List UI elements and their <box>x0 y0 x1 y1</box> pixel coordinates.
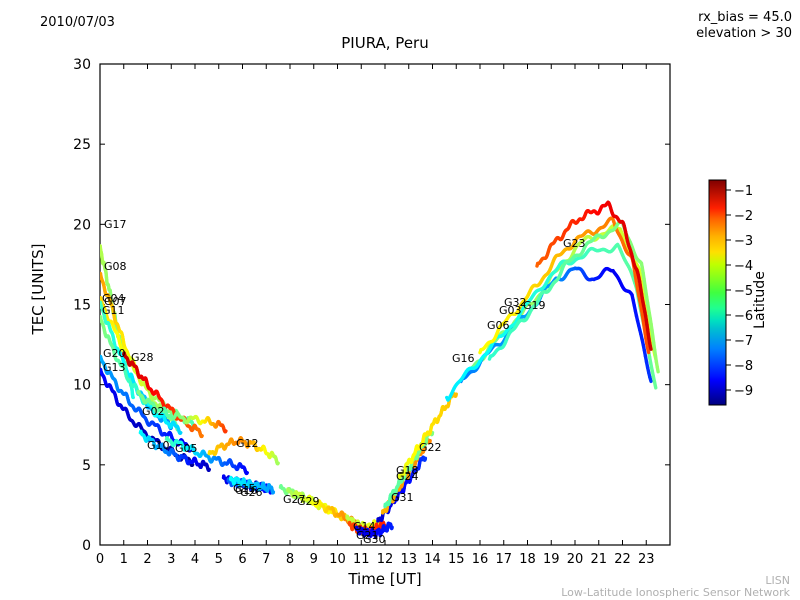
x-tick-label: 18 <box>519 552 536 567</box>
satellite-label: G32 <box>504 296 527 309</box>
satellite-label: G18 <box>396 464 419 477</box>
satellite-label: G16 <box>452 352 475 365</box>
x-tick-label: 2 <box>143 552 151 567</box>
satellite-label: G27 <box>283 493 306 506</box>
satellite-label: G02 <box>142 405 165 418</box>
satellite-label: G08 <box>104 260 127 273</box>
data-series <box>354 521 394 539</box>
x-tick-label: 16 <box>472 552 489 567</box>
satellite-label: G03 <box>499 304 522 317</box>
satellite-label: G14 <box>353 520 376 533</box>
data-series <box>487 219 660 374</box>
x-tick-label: 22 <box>614 552 631 567</box>
colorbar-tick-label: −7 <box>734 334 753 349</box>
y-tick-label: 15 <box>73 298 91 314</box>
data-series <box>136 389 228 434</box>
data-series <box>478 216 651 355</box>
satellite-label: G30 <box>363 533 386 546</box>
data-series <box>100 354 192 453</box>
satellite-label: G05 <box>175 442 198 455</box>
x-tick-label: 12 <box>377 552 394 567</box>
watermark-full-name: Low-Latitude Ionospheric Sensor Network <box>561 586 790 599</box>
satellite-label: G10 <box>147 439 170 452</box>
x-tick-label: 0 <box>96 552 104 567</box>
satellite-label: G16 <box>235 484 258 497</box>
y-tick-label: 5 <box>82 458 91 474</box>
colorbar-tick-label: −6 <box>734 309 753 324</box>
satellite-label: G23 <box>563 237 586 250</box>
x-axis-label: Time [UT] <box>348 570 422 588</box>
data-series <box>122 351 204 439</box>
satellite-label: G13 <box>103 361 126 374</box>
plot-title: PIURA, Peru <box>341 34 429 52</box>
x-tick-label: 21 <box>590 552 607 567</box>
y-tick-label: 0 <box>82 538 91 554</box>
satellite-label: G15 <box>233 482 256 495</box>
x-tick-label: 13 <box>400 552 417 567</box>
x-tick-label: 1 <box>120 552 128 567</box>
rx-bias-note: rx_bias = 45.0 <box>698 10 792 25</box>
satellite-label: G06 <box>487 319 510 332</box>
x-tick-label: 9 <box>310 552 318 567</box>
y-tick-label: 30 <box>73 57 91 73</box>
colorbar-tick-label: −1 <box>734 184 753 199</box>
satellite-label: G04 <box>102 292 125 305</box>
x-tick-label: 20 <box>567 552 584 567</box>
y-tick-label: 20 <box>73 217 91 233</box>
satellite-label: G29 <box>297 495 320 508</box>
satellite-label: G24 <box>396 470 419 483</box>
x-tick-label: 5 <box>215 552 223 567</box>
x-tick-label: 4 <box>191 552 199 567</box>
date-label: 2010/07/03 <box>40 15 115 30</box>
x-tick-label: 11 <box>353 552 370 567</box>
data-series <box>164 436 249 476</box>
colorbar-tick-label: −4 <box>734 259 753 274</box>
x-tick-label: 8 <box>286 552 294 567</box>
satellite-label: G07 <box>104 295 127 308</box>
data-series <box>207 436 280 466</box>
colorbar-tick-label: −8 <box>734 359 753 374</box>
data-series <box>397 392 458 480</box>
colorbar-tick-label: −3 <box>734 234 753 249</box>
y-tick-label: 10 <box>73 378 91 394</box>
data-series <box>535 200 653 351</box>
satellite-label: G11 <box>102 304 125 317</box>
x-tick-label: 6 <box>238 552 246 567</box>
x-tick-label: 17 <box>495 552 512 567</box>
colorbar-tick-label: −5 <box>734 284 753 299</box>
satellite-label: G26 <box>240 486 263 499</box>
satellite-label: G22 <box>419 441 442 454</box>
y-axis-label: TEC [UNITS] <box>29 243 47 335</box>
elevation-note: elevation > 30 <box>696 26 792 41</box>
satellite-label: G21 <box>356 529 379 542</box>
satellite-label: G17 <box>104 218 127 231</box>
satellite-label: G31 <box>391 491 414 504</box>
satellite-label: G12 <box>236 437 259 450</box>
x-tick-label: 23 <box>638 552 655 567</box>
satellite-label: G20 <box>103 347 126 360</box>
x-tick-label: 15 <box>448 552 465 567</box>
colorbar-tick-label: −9 <box>734 384 753 399</box>
data-series <box>228 475 276 495</box>
watermark-acronym: LISN <box>765 574 790 587</box>
satellite-label: G28 <box>131 351 154 364</box>
x-tick-label: 3 <box>167 552 175 567</box>
x-tick-label: 14 <box>424 552 441 567</box>
colorbar-label: Latitude <box>752 271 768 329</box>
data-series <box>138 429 211 472</box>
x-tick-label: 7 <box>262 552 270 567</box>
x-tick-label: 19 <box>543 552 560 567</box>
satellite-label: G19 <box>523 299 546 312</box>
y-tick-label: 25 <box>73 137 91 153</box>
x-tick-label: 10 <box>329 552 346 567</box>
colorbar-tick-label: −2 <box>734 209 753 224</box>
